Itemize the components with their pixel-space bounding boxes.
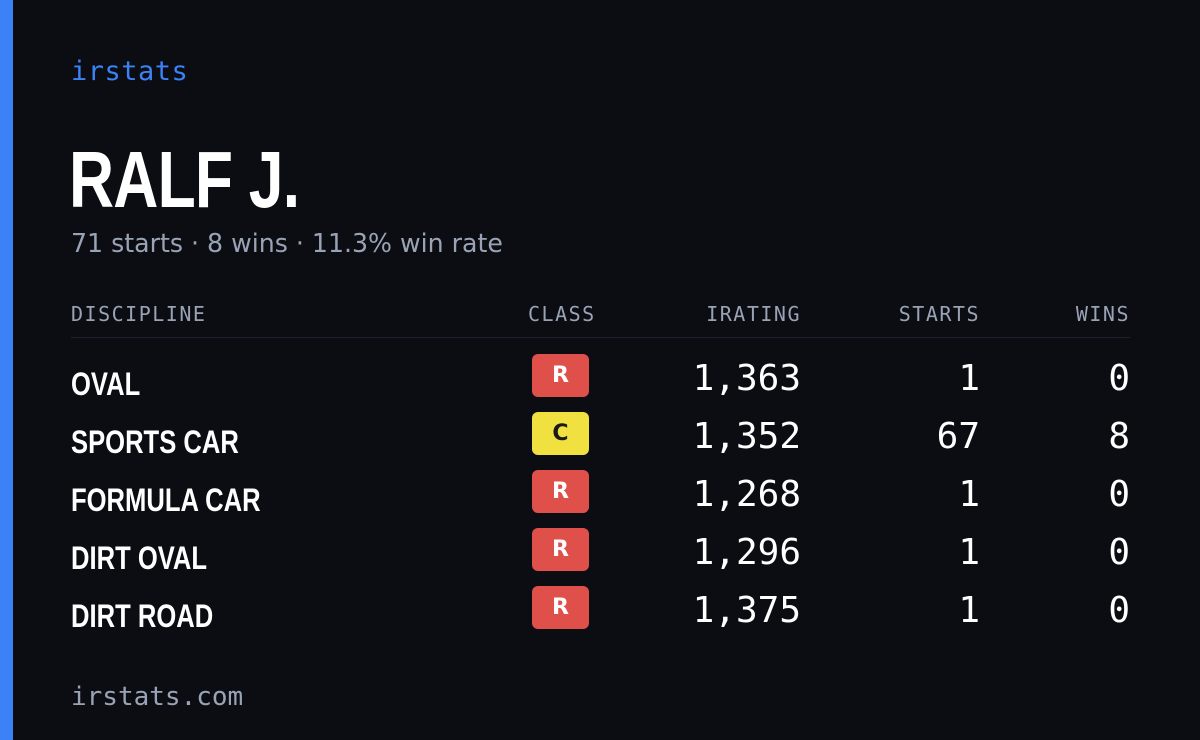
header-class: CLASS xyxy=(528,302,596,326)
header-discipline: DISCIPLINE xyxy=(71,302,207,326)
irating-value: 1,363 xyxy=(692,358,801,399)
irating-value: 1,268 xyxy=(692,474,801,515)
table-row: OVAL R 1,363 1 0 xyxy=(71,354,1130,412)
brand-logo: irstats xyxy=(71,56,189,87)
starts-value: 1 xyxy=(958,474,980,515)
header-irating: IRATING xyxy=(706,302,801,326)
wins-value: 0 xyxy=(1108,532,1130,573)
license-class-badge: C xyxy=(532,412,589,455)
table-row: DIRT ROAD R 1,375 1 0 xyxy=(71,586,1130,644)
discipline-name: DIRT OVAL xyxy=(71,540,208,576)
discipline-name: FORMULA CAR xyxy=(71,482,261,518)
discipline-name: OVAL xyxy=(71,366,141,402)
starts-value: 1 xyxy=(958,358,980,399)
driver-summary: 71 starts · 8 wins · 11.3% win rate xyxy=(71,229,503,259)
table-header: DISCIPLINE CLASS IRATING STARTS WINS xyxy=(71,300,1130,338)
license-table: DISCIPLINE CLASS IRATING STARTS WINS OVA… xyxy=(71,300,1130,644)
table-body: OVAL R 1,363 1 0 SPORTS CAR C 1,352 67 8… xyxy=(71,354,1130,644)
discipline-name: DIRT ROAD xyxy=(71,598,214,634)
irating-value: 1,352 xyxy=(692,416,801,457)
irating-value: 1,296 xyxy=(692,532,801,573)
header-wins: WINS xyxy=(1075,302,1130,326)
starts-value: 1 xyxy=(958,590,980,631)
license-class-badge: R xyxy=(532,528,589,571)
wins-value: 0 xyxy=(1108,590,1130,631)
wins-value: 0 xyxy=(1108,358,1130,399)
wins-value: 0 xyxy=(1108,474,1130,515)
irating-value: 1,375 xyxy=(692,590,801,631)
table-row: SPORTS CAR C 1,352 67 8 xyxy=(71,412,1130,470)
starts-value: 1 xyxy=(958,532,980,573)
table-row: FORMULA CAR R 1,268 1 0 xyxy=(71,470,1130,528)
wins-value: 8 xyxy=(1108,416,1130,457)
driver-name: RALF J. xyxy=(69,135,300,224)
starts-value: 67 xyxy=(936,416,980,457)
license-class-badge: R xyxy=(532,470,589,513)
header-starts: STARTS xyxy=(898,302,980,326)
license-class-badge: R xyxy=(532,586,589,629)
discipline-name: SPORTS CAR xyxy=(71,424,239,460)
license-class-badge: R xyxy=(532,354,589,397)
table-row: DIRT OVAL R 1,296 1 0 xyxy=(71,528,1130,586)
footer-url: irstats.com xyxy=(71,682,244,712)
accent-bar xyxy=(0,0,13,740)
